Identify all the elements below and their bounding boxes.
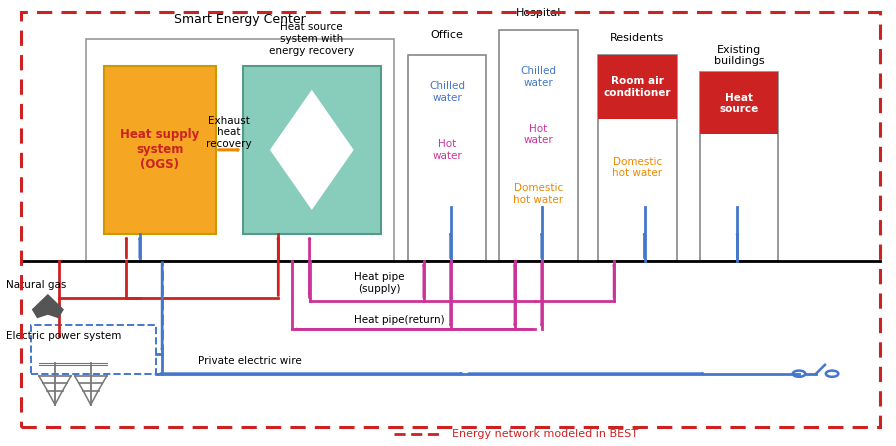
Text: Heat pipe
(supply): Heat pipe (supply) (354, 273, 405, 294)
Polygon shape (31, 294, 64, 318)
Text: Private electric wire: Private electric wire (198, 356, 302, 366)
Text: Heat source
system with
energy recovery: Heat source system with energy recovery (269, 22, 355, 56)
Bar (598, 54, 676, 119)
Text: Domestic
hot water: Domestic hot water (612, 157, 662, 178)
Polygon shape (271, 92, 352, 207)
Text: Office: Office (431, 29, 463, 40)
Text: Natural gas: Natural gas (6, 280, 66, 290)
Bar (30, 325, 156, 374)
Text: Existing
buildings: Existing buildings (714, 45, 764, 66)
Text: Energy network modeled in BEST: Energy network modeled in BEST (452, 429, 639, 438)
Text: Exhaust
heat
recovery: Exhaust heat recovery (206, 116, 252, 149)
Bar (499, 30, 578, 260)
Bar (700, 72, 779, 260)
Text: Heat pipe(return): Heat pipe(return) (354, 315, 444, 325)
Text: Chilled
water: Chilled water (429, 82, 465, 103)
Text: Smart Energy Center: Smart Energy Center (175, 12, 306, 25)
Text: Heat supply
system
(OGS): Heat supply system (OGS) (120, 128, 200, 171)
Text: Electric power system: Electric power system (6, 331, 121, 341)
Bar (104, 66, 216, 234)
Text: Hot
water: Hot water (432, 139, 462, 161)
Bar (86, 39, 394, 260)
Text: Heat
source: Heat source (719, 92, 759, 114)
Text: Residents: Residents (610, 33, 665, 43)
Bar (243, 66, 381, 234)
Bar (598, 54, 676, 260)
Text: Hot
water: Hot water (523, 124, 553, 145)
Text: Domestic
hot water: Domestic hot water (513, 183, 564, 205)
Text: Hospital: Hospital (515, 8, 561, 18)
Bar (700, 72, 779, 134)
Bar (408, 54, 487, 260)
Text: Room air
conditioner: Room air conditioner (604, 76, 671, 98)
Text: Chilled
water: Chilled water (521, 66, 556, 87)
